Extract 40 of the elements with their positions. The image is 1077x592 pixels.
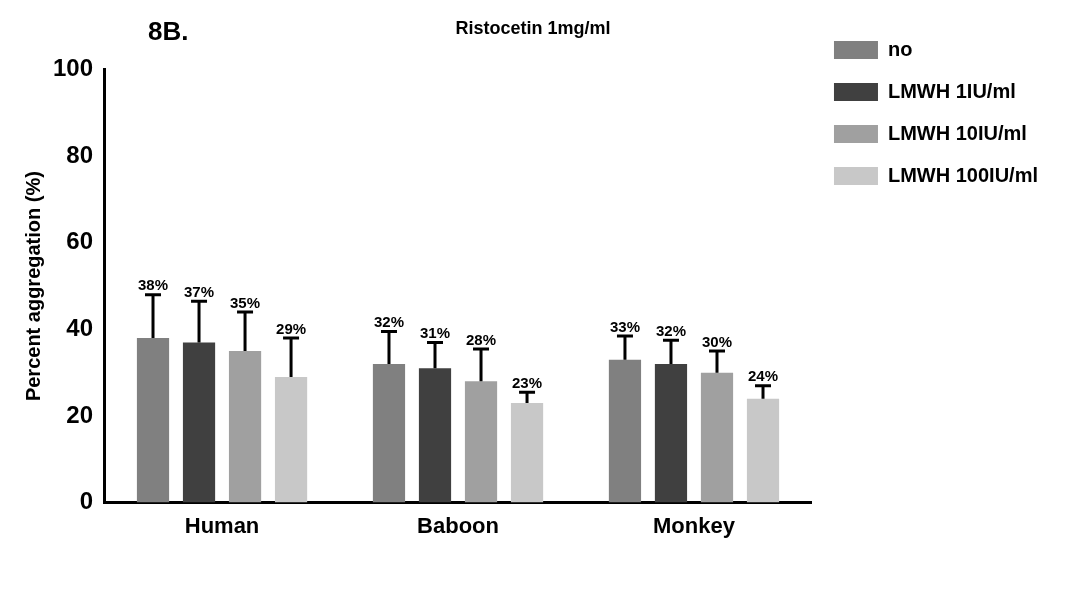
data-label: 24% — [748, 367, 779, 385]
data-label: 35% — [230, 293, 261, 311]
y-axis-title: Percent aggregation (%) — [21, 171, 44, 402]
data-label: 32% — [373, 313, 404, 331]
legend-label: LMWH 1IU/ml — [887, 79, 1016, 102]
bar — [182, 342, 216, 503]
chart-title: Ristocetin 1mg/ml — [455, 17, 611, 38]
y-tick-label: 100 — [53, 54, 94, 82]
data-label: 32% — [655, 321, 686, 339]
data-label: 23% — [512, 373, 543, 391]
data-label: 38% — [137, 276, 169, 294]
bar — [654, 364, 688, 503]
x-tick-label: Human — [184, 512, 260, 538]
data-label: 33% — [609, 317, 640, 335]
bar — [372, 364, 406, 503]
y-tick-label: 60 — [66, 227, 94, 255]
bar — [510, 403, 544, 503]
legend-label: no — [887, 37, 913, 60]
bar — [746, 398, 780, 503]
text: 8B. — [148, 16, 189, 47]
bar — [418, 368, 452, 503]
y-tick-label: 40 — [66, 314, 94, 342]
bar — [228, 351, 262, 503]
data-label: 29% — [276, 319, 307, 337]
legend-label: LMWH 10IU/ml — [887, 121, 1027, 144]
y-tick-label: 80 — [66, 140, 94, 168]
data-label: 28% — [466, 330, 497, 348]
bar — [700, 372, 734, 503]
x-tick-label: Monkey — [653, 512, 736, 538]
y-tick-label: 0 — [79, 487, 94, 515]
data-label: 30% — [701, 332, 733, 350]
bar — [274, 377, 308, 503]
x-tick-label: Baboon — [417, 512, 499, 538]
bar — [136, 338, 170, 503]
data-label: 31% — [419, 324, 451, 342]
y-tick-label: 20 — [66, 400, 94, 428]
bar — [608, 359, 642, 503]
bar — [464, 381, 498, 503]
data-label: 37% — [184, 282, 215, 300]
legend-label: LMWH 100IU/ml — [887, 163, 1039, 186]
